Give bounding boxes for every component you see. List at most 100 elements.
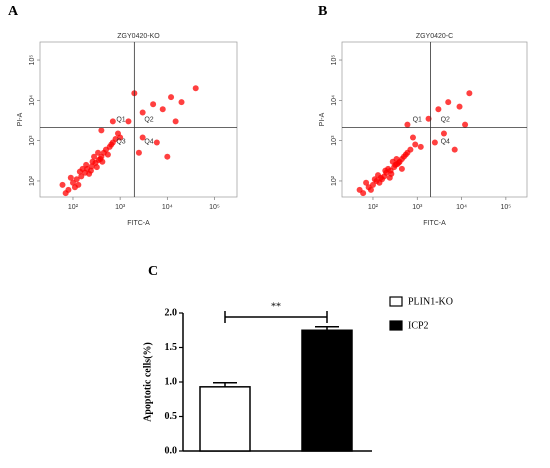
- y-axis-label: Apoptotic cells(%): [142, 342, 153, 422]
- event-dot: [412, 141, 419, 148]
- event-dot: [168, 94, 175, 101]
- bar: [301, 329, 353, 452]
- y-tick-label: 10³: [29, 135, 36, 146]
- event-dot: [99, 158, 106, 165]
- event-dot: [172, 118, 179, 125]
- quadrant-label: Q4: [144, 139, 153, 146]
- bar: [199, 386, 251, 452]
- plot-title: ZGY0420-C: [416, 33, 453, 40]
- event-dot: [369, 181, 376, 188]
- event-dot: [440, 130, 447, 137]
- plot-title: ZGY0420-KO: [117, 33, 160, 40]
- event-dot: [73, 176, 80, 183]
- event-dot: [91, 153, 98, 160]
- event-dot: [445, 99, 452, 106]
- event-dot: [178, 99, 185, 106]
- event-dot: [104, 151, 111, 158]
- event-dot: [371, 176, 378, 183]
- quadrant-label: Q4: [441, 139, 450, 146]
- y-tick-label: 10⁴: [29, 95, 36, 106]
- event-dot: [109, 118, 116, 125]
- plot-frame: [39, 41, 238, 198]
- event-dot: [139, 134, 146, 141]
- y-tick-label: 1.0: [165, 376, 178, 387]
- event-dot: [76, 168, 83, 175]
- event-dot: [95, 149, 102, 156]
- event-dot: [139, 109, 146, 116]
- event-dot: [363, 179, 370, 186]
- event-dot: [451, 146, 458, 153]
- event-dot: [117, 134, 124, 141]
- event-dot: [192, 85, 199, 92]
- y-tick-label: 10³: [331, 135, 338, 146]
- x-tick-label: 10³: [115, 204, 126, 211]
- quadrant-label: Q2: [144, 117, 153, 124]
- event-dot: [150, 101, 157, 108]
- event-dot: [425, 115, 432, 122]
- quadrant-label: Q1: [413, 117, 422, 124]
- event-dot: [89, 158, 96, 165]
- event-dot: [382, 167, 389, 174]
- event-dot: [398, 165, 405, 172]
- quadrant-label: Q1: [116, 117, 125, 124]
- event-dot: [153, 139, 160, 146]
- event-dot: [159, 106, 166, 113]
- panel-label: B: [318, 4, 327, 19]
- x-tick-label: 10⁵: [501, 204, 512, 211]
- event-dot: [62, 190, 69, 197]
- event-dot: [87, 167, 94, 174]
- y-tick-label: 0.0: [165, 445, 178, 456]
- event-dot: [462, 121, 469, 128]
- event-dot: [93, 164, 100, 171]
- event-dot: [466, 90, 473, 97]
- legend-swatch: [389, 320, 403, 331]
- event-dot: [125, 118, 132, 125]
- event-dot: [108, 141, 115, 148]
- event-dot: [404, 121, 411, 128]
- panel-label: C: [148, 264, 158, 279]
- quadrant-label: Q2: [441, 117, 450, 124]
- legend-label: PLIN1-KO: [408, 296, 453, 307]
- event-dot: [407, 146, 414, 153]
- significance-label: **: [271, 301, 281, 312]
- y-axis-label: PI-A: [319, 112, 326, 126]
- x-axis-label: FITC-A: [423, 220, 446, 227]
- y-tick-label: 2.0: [165, 307, 178, 318]
- event-dot: [67, 174, 74, 181]
- y-tick-label: 10⁵: [29, 55, 36, 66]
- x-tick-label: 10²: [368, 204, 379, 211]
- y-tick-label: 10⁵: [331, 55, 338, 66]
- x-tick-label: 10⁴: [456, 204, 467, 211]
- y-tick-label: 10⁴: [331, 95, 338, 106]
- event-dot: [83, 161, 90, 168]
- event-dot: [112, 135, 119, 142]
- legend-label: ICP2: [408, 320, 429, 331]
- event-dot: [431, 139, 438, 146]
- event-dot: [98, 127, 105, 134]
- x-tick-label: 10⁵: [209, 204, 220, 211]
- legend-swatch: [389, 296, 403, 307]
- event-dot: [456, 103, 463, 110]
- event-dot: [435, 106, 442, 113]
- y-axis-label: PI-A: [17, 112, 24, 126]
- event-dot: [393, 156, 400, 163]
- y-tick-label: 10²: [331, 175, 338, 186]
- event-dot: [386, 174, 393, 181]
- y-tick-label: 10²: [29, 175, 36, 186]
- event-dot: [409, 134, 416, 141]
- x-axis-label: FITC-A: [127, 220, 150, 227]
- y-tick-label: 1.5: [165, 342, 178, 353]
- x-tick-label: 10³: [412, 204, 423, 211]
- event-dot: [164, 153, 171, 160]
- event-dot: [402, 151, 409, 158]
- event-dot: [367, 186, 374, 193]
- x-tick-label: 10⁴: [162, 204, 173, 211]
- event-dot: [376, 179, 383, 186]
- panel-label: A: [8, 4, 19, 19]
- plot-frame: [341, 41, 528, 198]
- event-dot: [135, 149, 142, 156]
- quadrant-label: Q3: [116, 139, 125, 146]
- x-tick-label: 10²: [68, 204, 79, 211]
- event-dot: [59, 181, 66, 188]
